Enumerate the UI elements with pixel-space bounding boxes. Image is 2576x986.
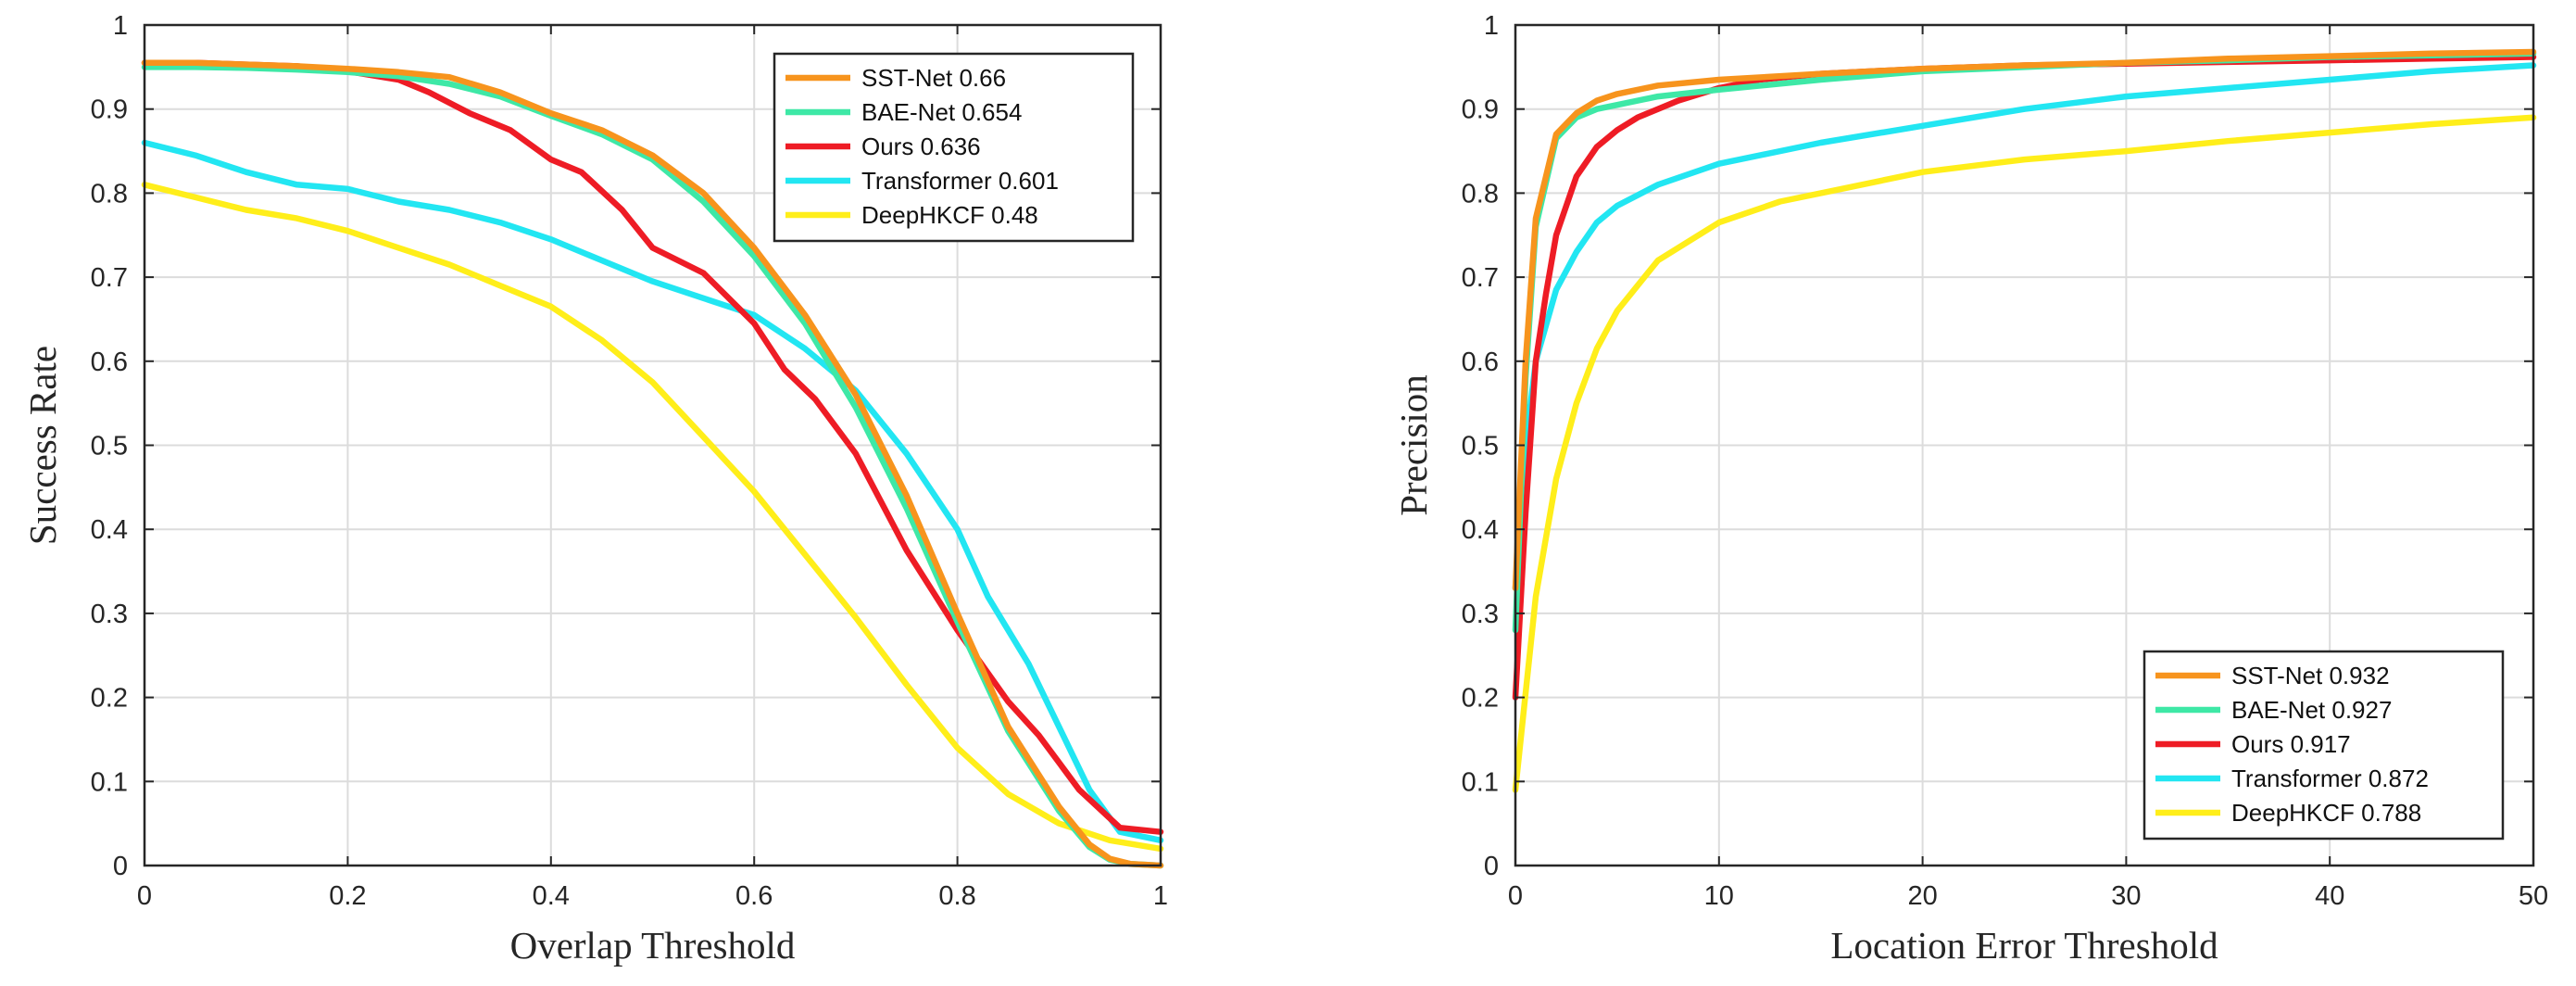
y-tick-label: 0.9 xyxy=(91,95,128,125)
y-tick-label: 0.7 xyxy=(91,263,128,293)
precision-chart: 0 10 20 30 40 50 0 0.1 0.2 0.3 0.4 0.5 0.6 0.7 0.8 0.9 1… xyxy=(1392,11,2548,967)
y-axis-label: Precision xyxy=(1392,374,1435,516)
y-tick-label: 0.4 xyxy=(1462,515,1499,545)
y-tick-label: 1 xyxy=(1484,11,1499,41)
x-tick-label: 0.6 xyxy=(735,881,773,911)
y-tick-label: 0.6 xyxy=(91,348,128,377)
legend: SST-Net 0.66 BAE-Net 0.654 Ours 0.636 Trans… xyxy=(773,52,1135,243)
x-axis-label: Location Error Threshold xyxy=(1830,924,2218,967)
legend-entry-label: Transformer 0.872 xyxy=(2231,765,2429,792)
y-tick-label: 0.8 xyxy=(1462,179,1499,209)
y-tick-label: 0.2 xyxy=(1462,684,1499,714)
legend-entry-label: SST-Net 0.932 xyxy=(2231,662,2390,689)
y-tick-label: 0.6 xyxy=(1462,348,1499,377)
legend-entry-label: BAE-Net 0.654 xyxy=(861,98,1022,126)
series-line-deephkcf xyxy=(141,182,1164,853)
legend-entry-label: SST-Net 0.66 xyxy=(861,64,1006,92)
legend-entry-label: DeepHKCF 0.48 xyxy=(861,201,1038,229)
series-line-sst-net xyxy=(141,59,1164,869)
legend-entry-label: DeepHKCF 0.788 xyxy=(2231,799,2421,827)
y-tick-label: 0.5 xyxy=(91,432,128,461)
legend-entry-label: BAE-Net 0.927 xyxy=(2231,696,2392,724)
x-axis-label: Overlap Threshold xyxy=(510,924,796,967)
x-tick-label: 1 xyxy=(1153,881,1168,911)
y-axis-label: Success Rate xyxy=(21,346,64,545)
x-tick-label: 20 xyxy=(1907,881,1937,911)
x-tick-label: 0 xyxy=(137,881,152,911)
x-tick-label: 50 xyxy=(2519,881,2548,911)
legend-entry-label: Ours 0.636 xyxy=(861,133,981,160)
legend-entry-label: Ours 0.917 xyxy=(2231,730,2351,758)
series-line-transformer xyxy=(1512,62,2537,591)
legend: SST-Net 0.932 BAE-Net 0.927 Ours 0.917 Tran… xyxy=(2142,650,2505,841)
series-line-sst-net xyxy=(1512,48,2537,591)
legend-entry-label: Transformer 0.601 xyxy=(861,167,1059,195)
x-tick-label: 0 xyxy=(1508,881,1523,911)
y-tick-label: 0.7 xyxy=(1462,263,1499,293)
x-tick-label: 0.4 xyxy=(533,881,570,911)
y-tick-label: 0.3 xyxy=(91,600,128,629)
y-tick-label: 0.1 xyxy=(1462,767,1499,797)
x-tick-label: 40 xyxy=(2315,881,2344,911)
y-tick-label: 0.5 xyxy=(1462,432,1499,461)
success-rate-chart: 0 0.2 0.4 0.6 0.8 1 0 0.1 0.2 0.3 0.4 0.5 0.6 0.7 0.8 0… xyxy=(21,11,1168,967)
x-tick-label: 30 xyxy=(2111,881,2141,911)
x-tick-label: 10 xyxy=(1704,881,1734,911)
series-line-transformer xyxy=(141,139,1164,844)
y-tick-label: 0.1 xyxy=(91,767,128,797)
y-tick-label: 0 xyxy=(113,852,128,881)
x-tick-label: 0.8 xyxy=(938,881,975,911)
y-tick-label: 0.9 xyxy=(1462,95,1499,125)
y-tick-label: 0.3 xyxy=(1462,600,1499,629)
y-tick-label: 0.2 xyxy=(91,684,128,714)
y-tick-label: 0 xyxy=(1484,852,1499,881)
y-tick-label: 0.8 xyxy=(91,179,128,209)
x-tick-label: 0.2 xyxy=(329,881,366,911)
y-tick-label: 1 xyxy=(113,11,128,41)
y-tick-label: 0.4 xyxy=(91,515,128,545)
series-line-deephkcf xyxy=(1512,114,2537,793)
